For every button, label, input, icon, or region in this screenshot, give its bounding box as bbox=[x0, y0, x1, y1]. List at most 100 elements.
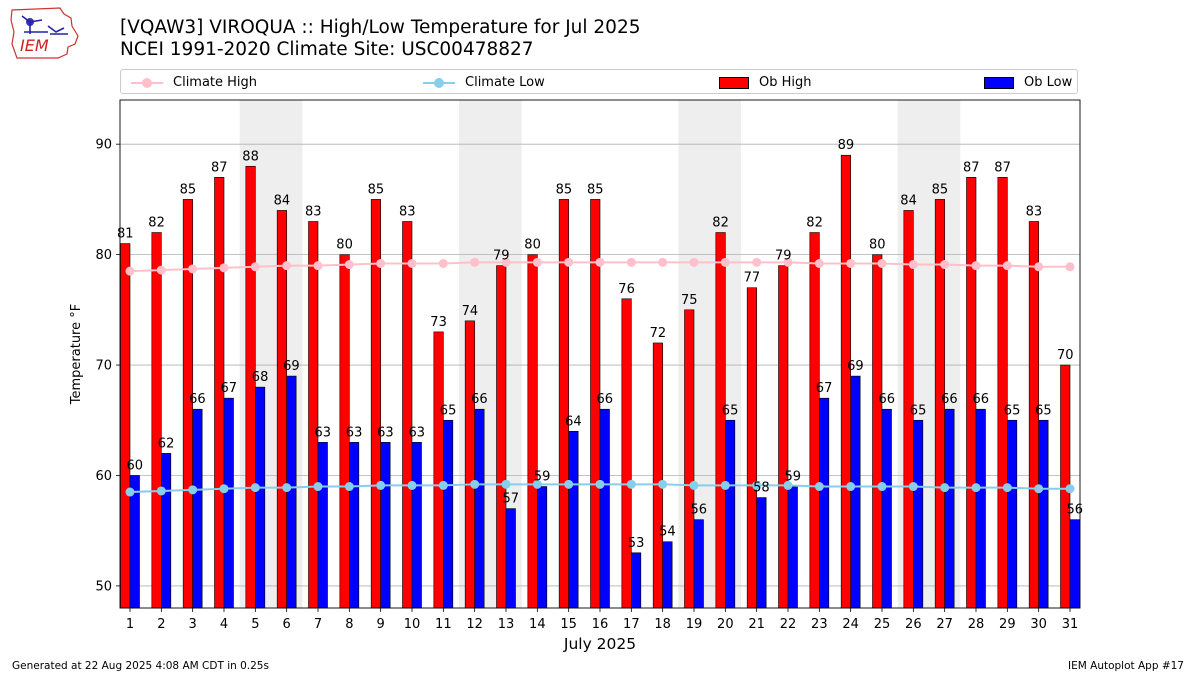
label-ob-high-14: 80 bbox=[524, 238, 541, 253]
label-ob-low-20: 65 bbox=[722, 403, 739, 418]
climate-high-point-28 bbox=[971, 261, 981, 271]
climate-low-point-16 bbox=[595, 479, 605, 489]
climate-low-point-4 bbox=[219, 484, 229, 494]
bar-ob-high-20 bbox=[715, 232, 726, 609]
climate-low-point-29 bbox=[1002, 483, 1012, 493]
climate-low-point-19 bbox=[689, 480, 699, 490]
climate-high-point-23 bbox=[814, 258, 824, 268]
climate-low-point-8 bbox=[344, 482, 354, 492]
climate-high-point-6 bbox=[282, 261, 292, 271]
ob-low-swatch-icon bbox=[984, 76, 1014, 89]
xtick-label-8: 8 bbox=[345, 617, 353, 632]
label-ob-low-3: 66 bbox=[189, 392, 206, 407]
climate-high-point-25 bbox=[877, 258, 887, 268]
label-ob-high-3: 85 bbox=[180, 182, 197, 197]
climate-high-point-17 bbox=[626, 257, 636, 267]
bar-ob-low-23 bbox=[819, 397, 830, 609]
xtick-label-3: 3 bbox=[189, 617, 197, 632]
label-ob-high-5: 88 bbox=[242, 149, 259, 164]
climate-high-point-11 bbox=[438, 258, 448, 268]
climate-high-point-18 bbox=[658, 257, 668, 267]
climate-low-point-11 bbox=[438, 480, 448, 490]
label-ob-high-2: 82 bbox=[148, 216, 165, 231]
xtick-label-4: 4 bbox=[220, 617, 228, 632]
climate-high-marker-icon bbox=[131, 77, 163, 89]
label-ob-high-18: 72 bbox=[650, 326, 667, 341]
label-ob-high-27: 85 bbox=[932, 182, 949, 197]
label-ob-high-13: 79 bbox=[493, 249, 510, 264]
bar-ob-low-16 bbox=[599, 408, 610, 609]
bar-ob-low-12 bbox=[474, 408, 485, 609]
bar-ob-high-2 bbox=[151, 232, 162, 609]
bar-ob-high-5 bbox=[245, 165, 256, 609]
climate-high-point-22 bbox=[783, 257, 793, 267]
label-ob-low-12: 66 bbox=[471, 392, 488, 407]
bar-ob-low-21 bbox=[756, 497, 767, 609]
legend-item-ob-low: Ob Low bbox=[984, 70, 1072, 95]
xtick-label-14: 14 bbox=[529, 617, 546, 632]
climate-low-point-17 bbox=[626, 479, 636, 489]
label-ob-high-10: 83 bbox=[399, 204, 416, 219]
xtick-label-15: 15 bbox=[560, 617, 577, 632]
label-ob-low-11: 65 bbox=[440, 403, 457, 418]
xtick-label-5: 5 bbox=[251, 617, 259, 632]
climate-high-point-13 bbox=[501, 257, 511, 267]
bar-ob-high-18 bbox=[652, 342, 663, 609]
xtick-label-25: 25 bbox=[874, 617, 891, 632]
climate-high-point-1 bbox=[125, 266, 135, 276]
label-ob-low-17: 53 bbox=[628, 536, 645, 551]
bar-ob-high-14 bbox=[527, 254, 538, 609]
xtick-label-27: 27 bbox=[936, 617, 953, 632]
bar-ob-high-11 bbox=[433, 331, 444, 609]
climate-low-point-6 bbox=[282, 483, 292, 493]
generated-note: Generated at 22 Aug 2025 4:08 AM CDT in … bbox=[12, 660, 269, 672]
climate-low-point-9 bbox=[376, 480, 386, 490]
climate-high-point-5 bbox=[250, 262, 260, 272]
xtick-label-24: 24 bbox=[842, 617, 859, 632]
bar-ob-high-17 bbox=[621, 298, 632, 609]
xtick-label-16: 16 bbox=[592, 617, 609, 632]
bar-ob-low-18 bbox=[662, 541, 673, 609]
bar-ob-low-6 bbox=[286, 375, 297, 609]
label-ob-high-7: 83 bbox=[305, 204, 322, 219]
climate-low-point-26 bbox=[908, 482, 918, 492]
chart-title-block: [VQAW3] VIROQUA :: High/Low Temperature … bbox=[120, 17, 640, 61]
label-ob-high-6: 84 bbox=[274, 193, 291, 208]
chart-subtitle: NCEI 1991-2020 Climate Site: USC00478827 bbox=[120, 39, 534, 60]
label-ob-high-26: 84 bbox=[900, 193, 917, 208]
y-axis-label: Temperature °F bbox=[69, 304, 84, 405]
bar-ob-low-19 bbox=[693, 519, 704, 609]
bar-ob-low-7 bbox=[317, 442, 328, 609]
label-ob-low-27: 66 bbox=[941, 392, 958, 407]
bar-ob-low-29 bbox=[1007, 419, 1018, 609]
label-ob-low-1: 60 bbox=[126, 458, 143, 473]
xtick-label-31: 31 bbox=[1062, 617, 1079, 632]
xtick-label-2: 2 bbox=[157, 617, 165, 632]
climate-high-point-20 bbox=[720, 257, 730, 267]
bar-ob-high-10 bbox=[402, 221, 413, 609]
label-ob-high-31: 70 bbox=[1057, 348, 1074, 363]
climate-high-point-29 bbox=[1002, 261, 1012, 271]
bar-ob-low-8 bbox=[349, 442, 360, 609]
bar-ob-high-6 bbox=[276, 210, 287, 609]
climate-high-point-26 bbox=[908, 260, 918, 270]
climate-high-point-12 bbox=[470, 257, 480, 267]
climate-low-point-21 bbox=[752, 480, 762, 490]
climate-high-point-30 bbox=[1034, 262, 1044, 272]
climate-low-point-28 bbox=[971, 483, 981, 493]
label-ob-low-21: 58 bbox=[753, 481, 770, 496]
label-ob-high-21: 77 bbox=[744, 271, 761, 286]
xtick-label-6: 6 bbox=[283, 617, 291, 632]
label-ob-low-4: 67 bbox=[220, 381, 237, 396]
bar-ob-high-19 bbox=[684, 309, 695, 609]
bar-ob-high-23 bbox=[809, 232, 820, 609]
climate-low-point-14 bbox=[532, 479, 542, 489]
xtick-label-23: 23 bbox=[811, 617, 828, 632]
climate-high-point-27 bbox=[940, 260, 950, 270]
iem-logo: IEM bbox=[10, 7, 79, 59]
logo-text: IEM bbox=[20, 36, 49, 55]
label-ob-low-31: 56 bbox=[1066, 503, 1083, 518]
label-ob-low-13: 57 bbox=[502, 492, 519, 507]
xtick-label-9: 9 bbox=[377, 617, 385, 632]
label-ob-high-29: 87 bbox=[994, 160, 1011, 175]
